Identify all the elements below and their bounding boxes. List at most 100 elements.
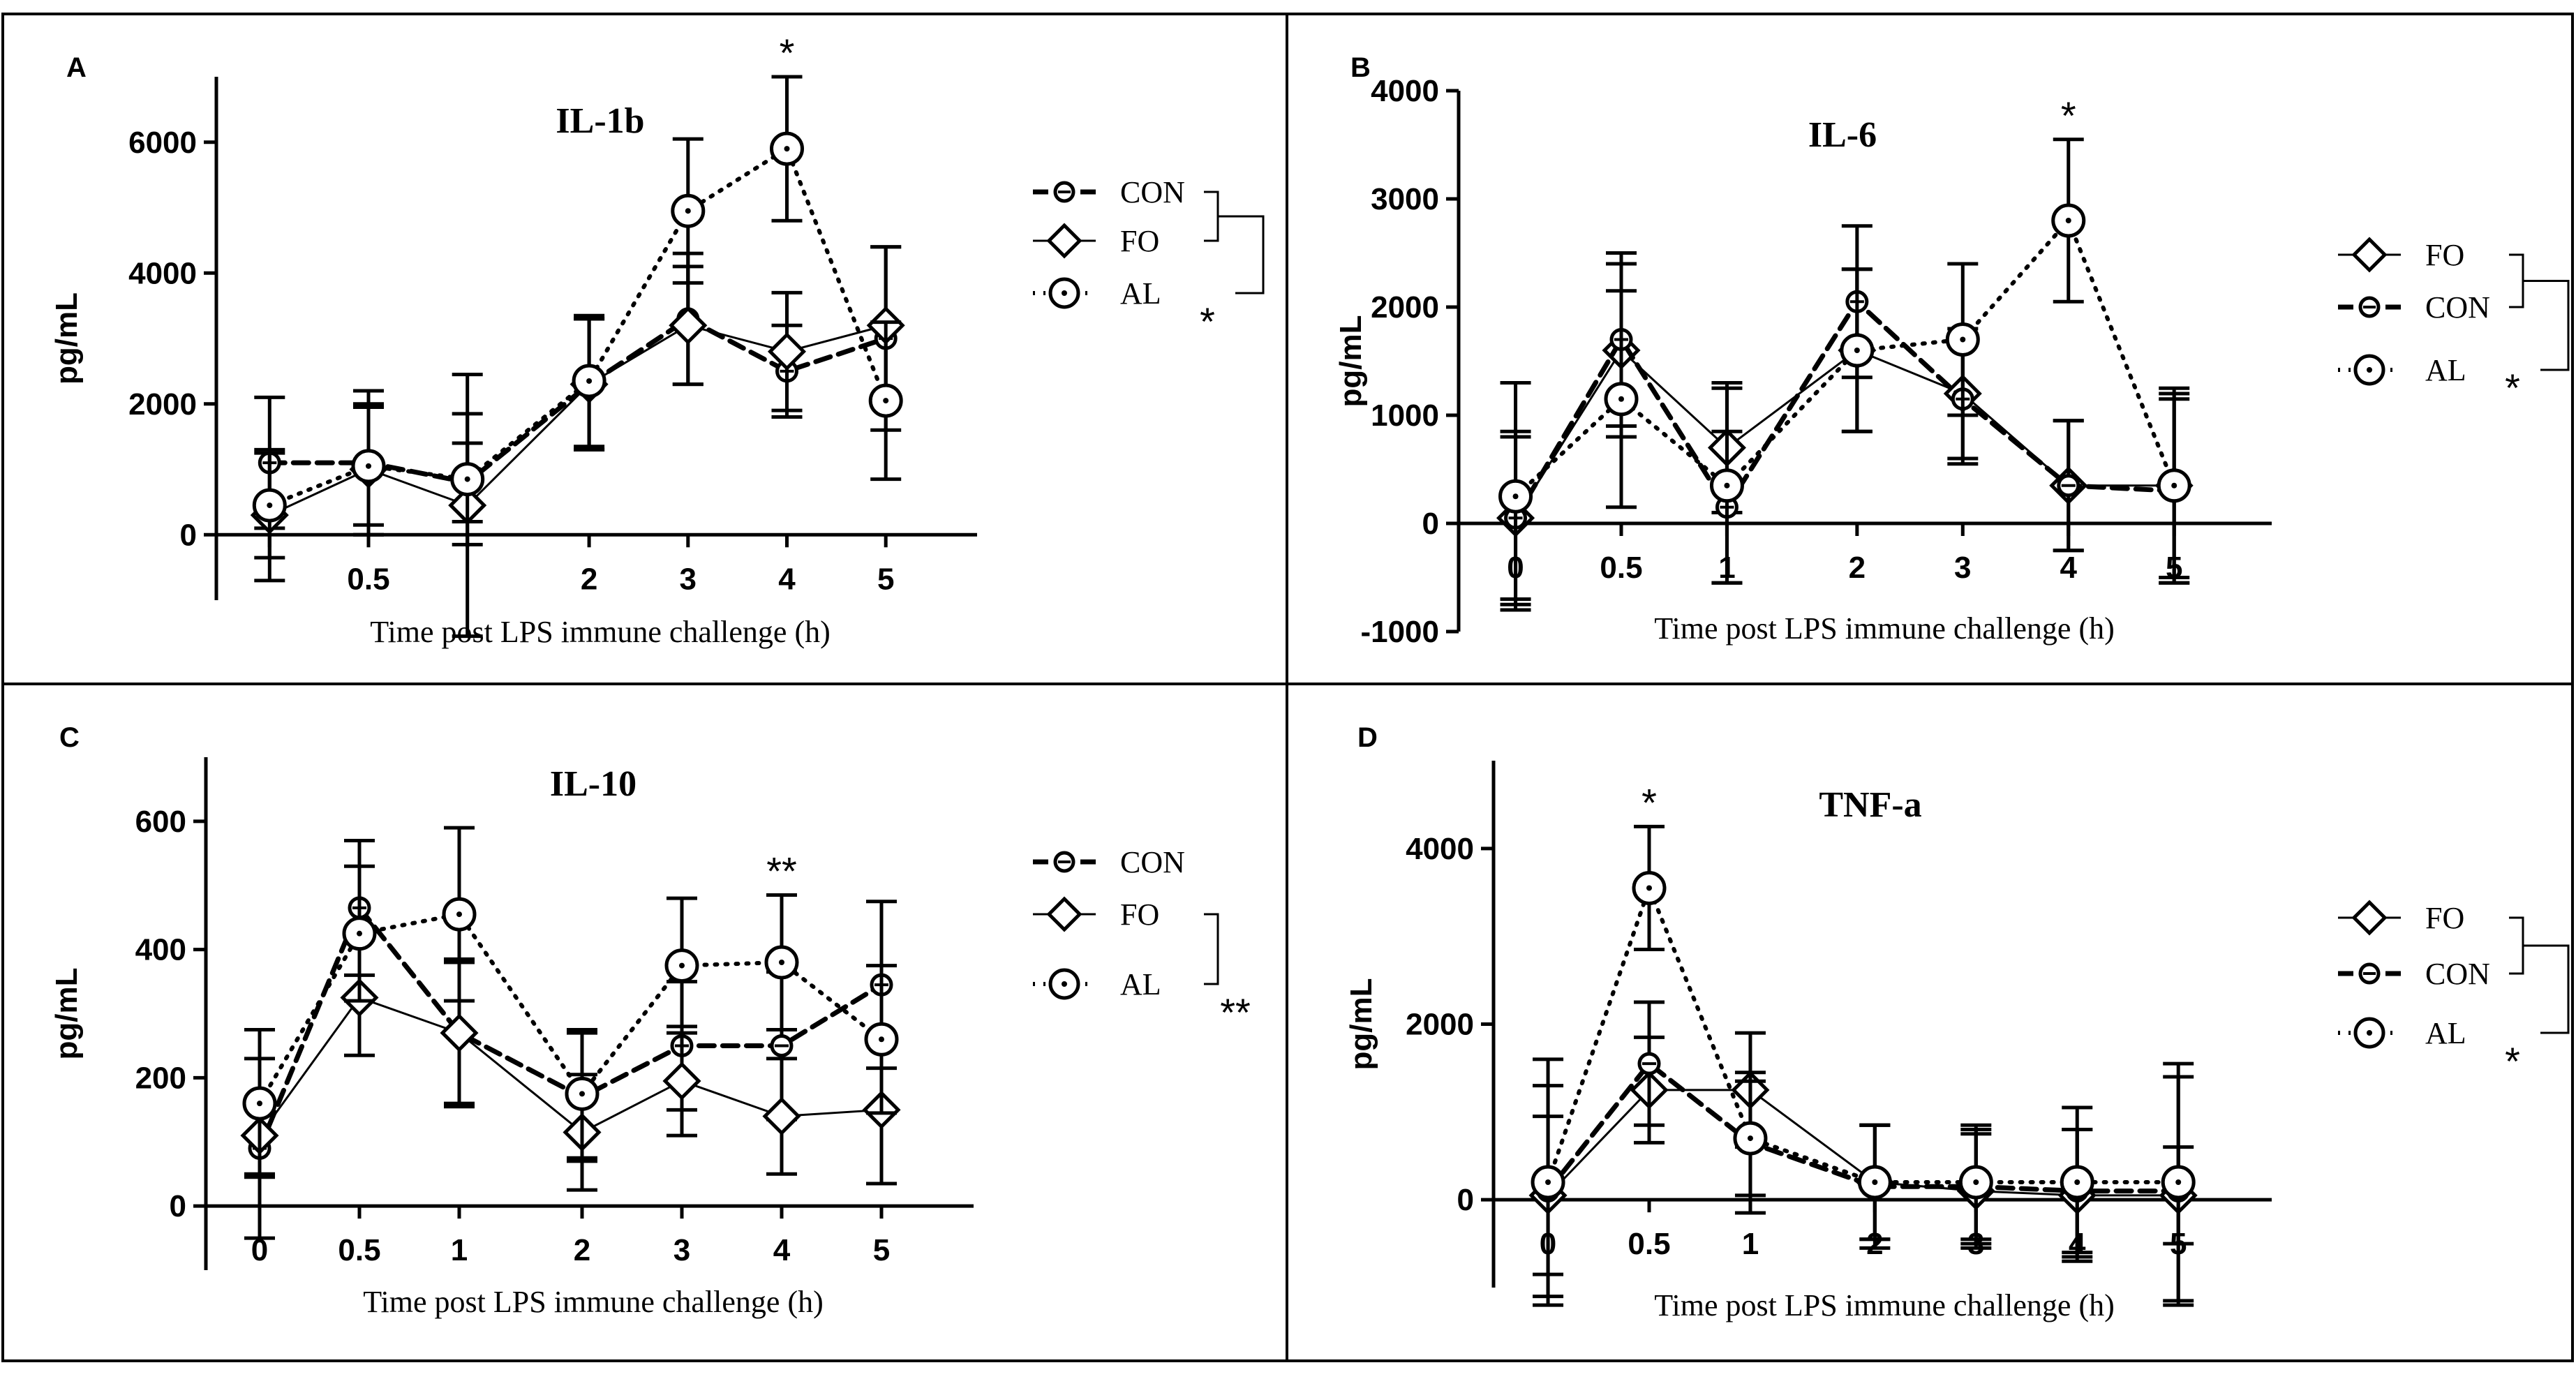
y-tick-label: -1000: [1360, 615, 1439, 649]
y-tick-label: 4000: [128, 256, 197, 290]
y-axis-label: pg/mL: [50, 292, 84, 385]
legend-label: FO: [1120, 224, 1159, 258]
data-point-diamond: [762, 1096, 801, 1136]
x-tick-label: 3: [1954, 551, 1971, 585]
y-tick-label: 0: [180, 518, 197, 552]
legend-bracket: [1204, 913, 1219, 985]
legend: FO CON AL *: [2338, 237, 2570, 410]
y-axis-label: pg/mL: [1344, 978, 1378, 1071]
y-tick-label: 200: [135, 1061, 186, 1095]
x-tick-label: 5: [877, 562, 894, 596]
y-tick-label: 6000: [128, 126, 197, 160]
y-tick-label: 1000: [1371, 398, 1439, 433]
x-tick-label: 0.5: [1628, 1227, 1670, 1261]
data-point-center: [1960, 336, 1966, 343]
significance-marker: *: [780, 31, 795, 75]
x-tick-label: 0.5: [1600, 551, 1642, 585]
legend-label: FO: [2425, 901, 2464, 935]
data-point-center: [366, 463, 371, 469]
data-point-center: [1747, 1135, 1753, 1142]
y-tick-label: 400: [135, 933, 186, 967]
legend-label: AL: [2425, 1016, 2466, 1050]
data-point-center: [879, 1036, 884, 1043]
panel-frame-d: [1286, 683, 2574, 1362]
y-tick-label: 0: [170, 1189, 186, 1223]
data-point-center: [2065, 218, 2071, 223]
legend-label: AL: [1120, 967, 1161, 1001]
data-point-center: [685, 208, 691, 214]
legend: CON FO AL **: [1033, 845, 1251, 1034]
data-point-center: [1646, 885, 1652, 891]
data-point-center: [679, 962, 685, 969]
y-tick-label: 2000: [1406, 1008, 1474, 1042]
legend-marker-diamond: [1046, 223, 1082, 259]
panel-letter: D: [1357, 722, 1378, 753]
legend-bracket-outer: [1218, 215, 1265, 295]
chart-panel-b: BIL-6-10000100020003000400000.512345pg/m…: [1334, 52, 2570, 649]
legend-label: CON: [2425, 290, 2490, 325]
data-point-center: [2175, 1179, 2182, 1185]
legend: FO CON AL *: [2338, 900, 2570, 1083]
y-axis-label: pg/mL: [50, 968, 84, 1060]
series-al: [1531, 824, 2196, 1307]
data-point-center: [2171, 482, 2177, 489]
legend-significance: **: [1220, 990, 1251, 1034]
panel-letter: B: [1350, 52, 1371, 83]
data-point-center: [464, 476, 470, 482]
series-al: [1498, 137, 2191, 612]
legend-bracket-outer: [2523, 280, 2570, 371]
data-point-center: [1854, 348, 1860, 353]
data-point-diamond: [662, 1061, 701, 1101]
legend-label: CON: [1120, 175, 1185, 209]
panel-letter: A: [66, 52, 87, 83]
legend-label: FO: [1120, 897, 1159, 932]
legend-marker-center: [1062, 290, 1067, 296]
legend-marker-diamond: [2351, 237, 2388, 273]
data-point-center: [456, 911, 462, 918]
significance-marker: *: [1641, 780, 1657, 824]
legend-marker-diamond: [1046, 896, 1082, 932]
x-tick-label: 0.5: [338, 1233, 380, 1267]
legend-significance: *: [1200, 299, 1215, 343]
series-al: [242, 826, 899, 1179]
panel-letter: C: [59, 722, 80, 753]
legend-label: CON: [1120, 845, 1185, 879]
x-tick-label: 4: [773, 1233, 791, 1267]
data-point-center: [2074, 1179, 2080, 1185]
significance-marker: **: [766, 849, 797, 893]
legend: CON FO AL *: [1033, 175, 1265, 343]
data-point-center: [1872, 1179, 1878, 1185]
data-point-center: [257, 1101, 262, 1107]
data-point-diamond: [767, 332, 807, 371]
legend-marker-center: [1062, 981, 1067, 987]
y-tick-label: 4000: [1371, 74, 1439, 108]
data-point-center: [883, 398, 889, 404]
x-axis-label: Time post LPS immune challenge (h): [370, 615, 831, 649]
legend-marker-center: [2367, 367, 2372, 373]
x-tick-label: 2: [574, 1233, 590, 1267]
x-tick-label: 4: [2060, 551, 2078, 585]
data-point-center: [579, 1091, 585, 1097]
data-point-center: [779, 960, 784, 965]
data-point-center: [1973, 1179, 1979, 1185]
x-tick-label: 2: [581, 562, 597, 596]
x-tick-label: 4: [778, 562, 796, 596]
chart-title: IL-1b: [556, 101, 644, 141]
y-tick-label: 4000: [1406, 832, 1474, 866]
legend-marker-center: [2367, 1030, 2372, 1036]
y-tick-label: 0: [1457, 1183, 1474, 1217]
legend-label: FO: [2425, 238, 2464, 272]
series-al: [252, 75, 903, 560]
x-axis-label: Time post LPS immune challenge (h): [1654, 1288, 2115, 1322]
legend-label: AL: [2425, 353, 2466, 387]
y-axis-label: pg/mL: [1334, 315, 1368, 408]
chart-panel-a: A IL-1b 0 2000 4000 6000 0.5 2 3 4 5 pg/mL Time post…: [50, 31, 1265, 649]
legend-bracket-outer: [2523, 944, 2570, 1034]
y-tick-label: 2000: [128, 387, 197, 422]
x-tick-label: 3: [673, 1233, 690, 1267]
x-tick-label: 5: [873, 1233, 890, 1267]
data-point-center: [1724, 482, 1730, 489]
chart-title: IL-10: [550, 764, 636, 804]
